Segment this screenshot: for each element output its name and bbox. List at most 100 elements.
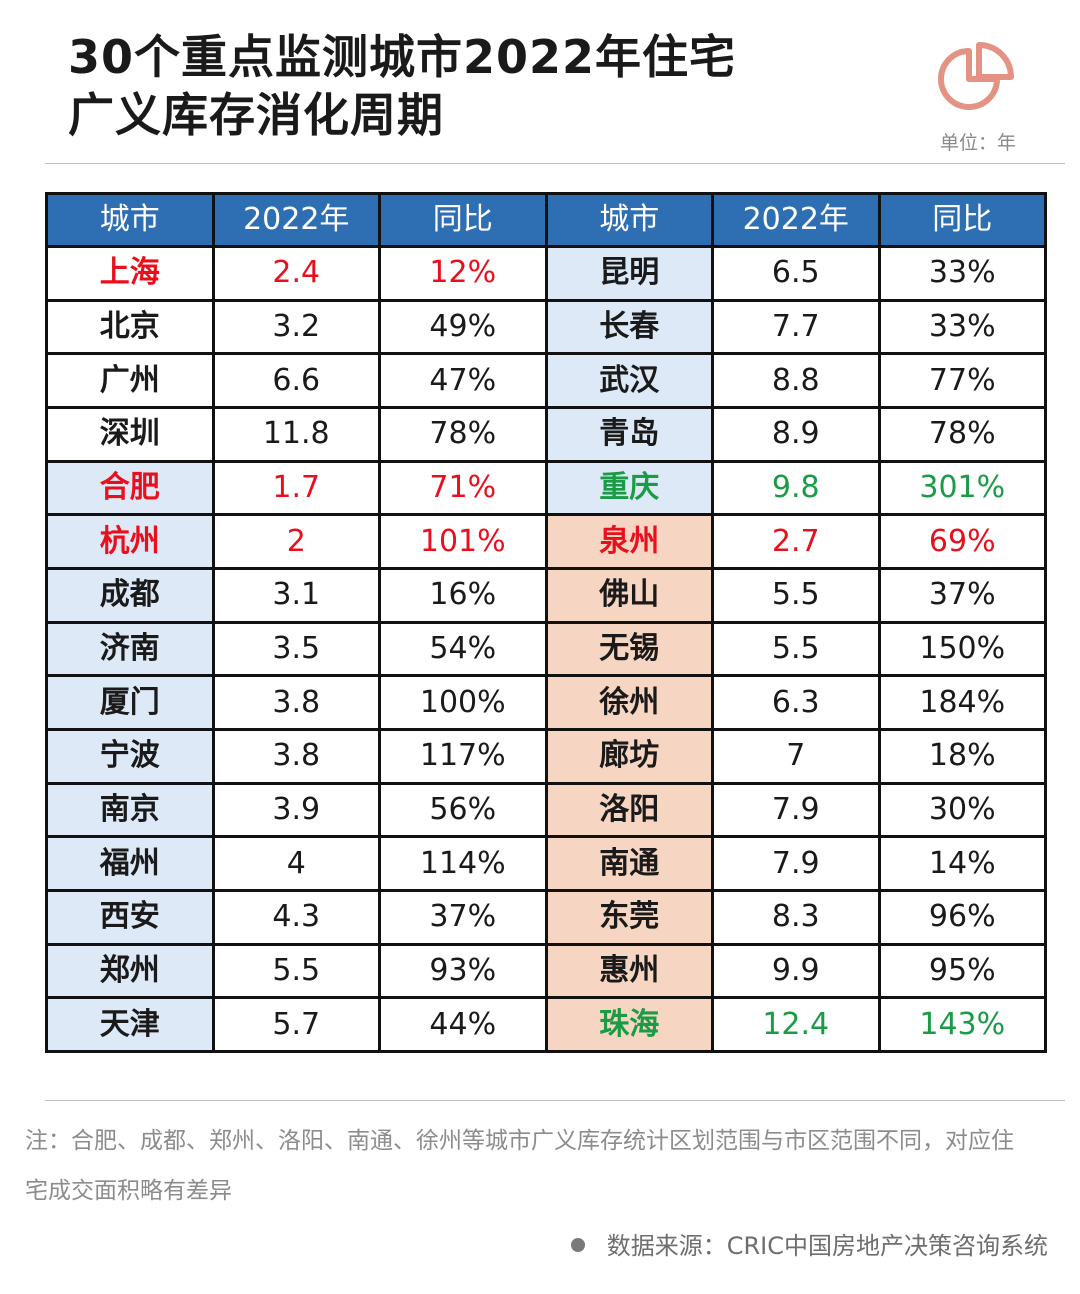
value-cell: 1.7 xyxy=(211,459,381,517)
col-header-city-right: 城市 xyxy=(544,192,714,248)
yoy-cell: 69% xyxy=(877,513,1047,570)
yoy-cell: 143% xyxy=(877,996,1047,1053)
pie-chart-icon xyxy=(938,42,1014,110)
city-cell: 重庆 xyxy=(544,459,714,517)
footnote: 注：合肥、成都、郑州、洛阳、南通、徐州等城市广义库存统计区划范围与市区范围不同，… xyxy=(25,1128,1014,1204)
yoy-cell: 114% xyxy=(378,835,548,892)
value-cell: 6.3 xyxy=(711,674,881,731)
city-cell: 佛山 xyxy=(544,566,714,624)
table-row: 广州 6.6 47% 武汉 8.8 77% xyxy=(45,352,1047,409)
yoy-cell: 30% xyxy=(877,781,1047,839)
city-cell: 济南 xyxy=(45,620,215,678)
value-cell: 8.3 xyxy=(711,888,881,946)
value-cell: 7.7 xyxy=(711,298,881,356)
yoy-cell: 78% xyxy=(378,405,548,463)
chart-title: 30个重点监测城市2022年住宅 广义库存消化周期 xyxy=(68,28,736,144)
yoy-cell: 47% xyxy=(378,352,548,409)
city-cell: 西安 xyxy=(45,888,215,946)
value-cell: 9.9 xyxy=(711,942,881,1000)
city-cell: 武汉 xyxy=(544,352,714,409)
yoy-cell: 54% xyxy=(378,620,548,678)
city-cell: 珠海 xyxy=(544,996,714,1053)
city-cell: 宁波 xyxy=(45,727,215,785)
yoy-cell: 150% xyxy=(877,620,1047,678)
table-row: 成都 3.1 16% 佛山 5.5 37% xyxy=(45,566,1047,624)
yoy-cell: 56% xyxy=(378,781,548,839)
value-cell: 4.3 xyxy=(211,888,381,946)
table-row: 合肥 1.7 71% 重庆 9.8 301% xyxy=(45,459,1047,517)
data-source: 数据来源：CRIC中国房地产决策咨询系统 xyxy=(570,1226,1048,1261)
value-cell: 3.9 xyxy=(211,781,381,839)
table-row: 上海 2.4 12% 昆明 6.5 33% xyxy=(45,245,1047,302)
value-cell: 2.7 xyxy=(711,513,881,570)
table-row: 南京 3.9 56% 洛阳 7.9 30% xyxy=(45,781,1047,839)
value-cell: 3.1 xyxy=(211,566,381,624)
col-header-yoy: 同比 xyxy=(378,192,548,248)
table-row: 北京 3.2 49% 长春 7.7 33% xyxy=(45,298,1047,356)
yoy-cell: 49% xyxy=(378,298,548,356)
value-cell: 11.8 xyxy=(211,405,381,463)
yoy-cell: 184% xyxy=(877,674,1047,731)
yoy-cell: 100% xyxy=(378,674,548,731)
city-cell: 东莞 xyxy=(544,888,714,946)
table-row: 厦门 3.8 100% 徐州 6.3 184% xyxy=(45,674,1047,731)
chart-title-line2: 广义库存消化周期 xyxy=(68,88,444,142)
table-row: 西安 4.3 37% 东莞 8.3 96% xyxy=(45,888,1047,946)
data-source-text: 数据来源：CRIC中国房地产决策咨询系统 xyxy=(606,1232,1048,1260)
yoy-cell: 71% xyxy=(378,459,548,517)
value-cell: 3.8 xyxy=(211,727,381,785)
yoy-cell: 117% xyxy=(378,727,548,785)
value-cell: 3.2 xyxy=(211,298,381,356)
table-row: 天津 5.7 44% 珠海 12.4 143% xyxy=(45,996,1047,1053)
col-header-2022-right: 2022年 xyxy=(711,192,881,248)
value-cell: 7.9 xyxy=(711,781,881,839)
yoy-cell: 95% xyxy=(877,942,1047,1000)
yoy-cell: 301% xyxy=(877,459,1047,517)
city-cell: 长春 xyxy=(544,298,714,356)
city-cell: 福州 xyxy=(45,835,215,892)
header-divider xyxy=(45,163,1065,164)
col-header-yoy-right: 同比 xyxy=(877,192,1047,248)
city-cell: 惠州 xyxy=(544,942,714,1000)
table-row: 郑州 5.5 93% 惠州 9.9 95% xyxy=(45,942,1047,1000)
value-cell: 4 xyxy=(211,835,381,892)
value-cell: 3.8 xyxy=(211,674,381,731)
city-cell: 上海 xyxy=(45,245,215,302)
footer-divider xyxy=(45,1100,1065,1101)
table-row: 济南 3.5 54% 无锡 5.5 150% xyxy=(45,620,1047,678)
city-cell: 南京 xyxy=(45,781,215,839)
value-cell: 2 xyxy=(211,513,381,570)
yoy-cell: 101% xyxy=(378,513,548,570)
city-cell: 广州 xyxy=(45,352,215,409)
city-cell: 天津 xyxy=(45,996,215,1053)
value-cell: 5.5 xyxy=(211,942,381,1000)
yoy-cell: 16% xyxy=(378,566,548,624)
table-row: 宁波 3.8 117% 廊坊 7 18% xyxy=(45,727,1047,785)
yoy-cell: 96% xyxy=(877,888,1047,946)
yoy-cell: 14% xyxy=(877,835,1047,892)
value-cell: 9.8 xyxy=(711,459,881,517)
city-cell: 洛阳 xyxy=(544,781,714,839)
yoy-cell: 33% xyxy=(877,298,1047,356)
inventory-table: 城市 2022年 同比 城市 2022年 同比 上海 2.4 12% 昆明 6.5 33%… xyxy=(45,192,1047,1053)
yoy-cell: 12% xyxy=(378,245,548,302)
table-row: 杭州 2 101% 泉州 2.7 69% xyxy=(45,513,1047,570)
city-cell: 泉州 xyxy=(544,513,714,570)
bullet-dot-icon xyxy=(570,1238,585,1252)
value-cell: 7 xyxy=(711,727,881,785)
city-cell: 徐州 xyxy=(544,674,714,731)
value-cell: 12.4 xyxy=(711,996,881,1053)
yoy-cell: 37% xyxy=(877,566,1047,624)
city-cell: 南通 xyxy=(544,835,714,892)
city-cell: 杭州 xyxy=(45,513,215,570)
yoy-cell: 78% xyxy=(877,405,1047,463)
city-cell: 无锡 xyxy=(544,620,714,678)
chart-title-line1: 30个重点监测城市2022年住宅 xyxy=(68,30,737,84)
value-cell: 5.7 xyxy=(211,996,381,1053)
yoy-cell: 93% xyxy=(378,942,548,1000)
yoy-cell: 77% xyxy=(877,352,1047,409)
city-cell: 深圳 xyxy=(45,405,215,463)
yoy-cell: 44% xyxy=(378,996,548,1053)
value-cell: 5.5 xyxy=(711,620,881,678)
value-cell: 6.5 xyxy=(711,245,881,302)
